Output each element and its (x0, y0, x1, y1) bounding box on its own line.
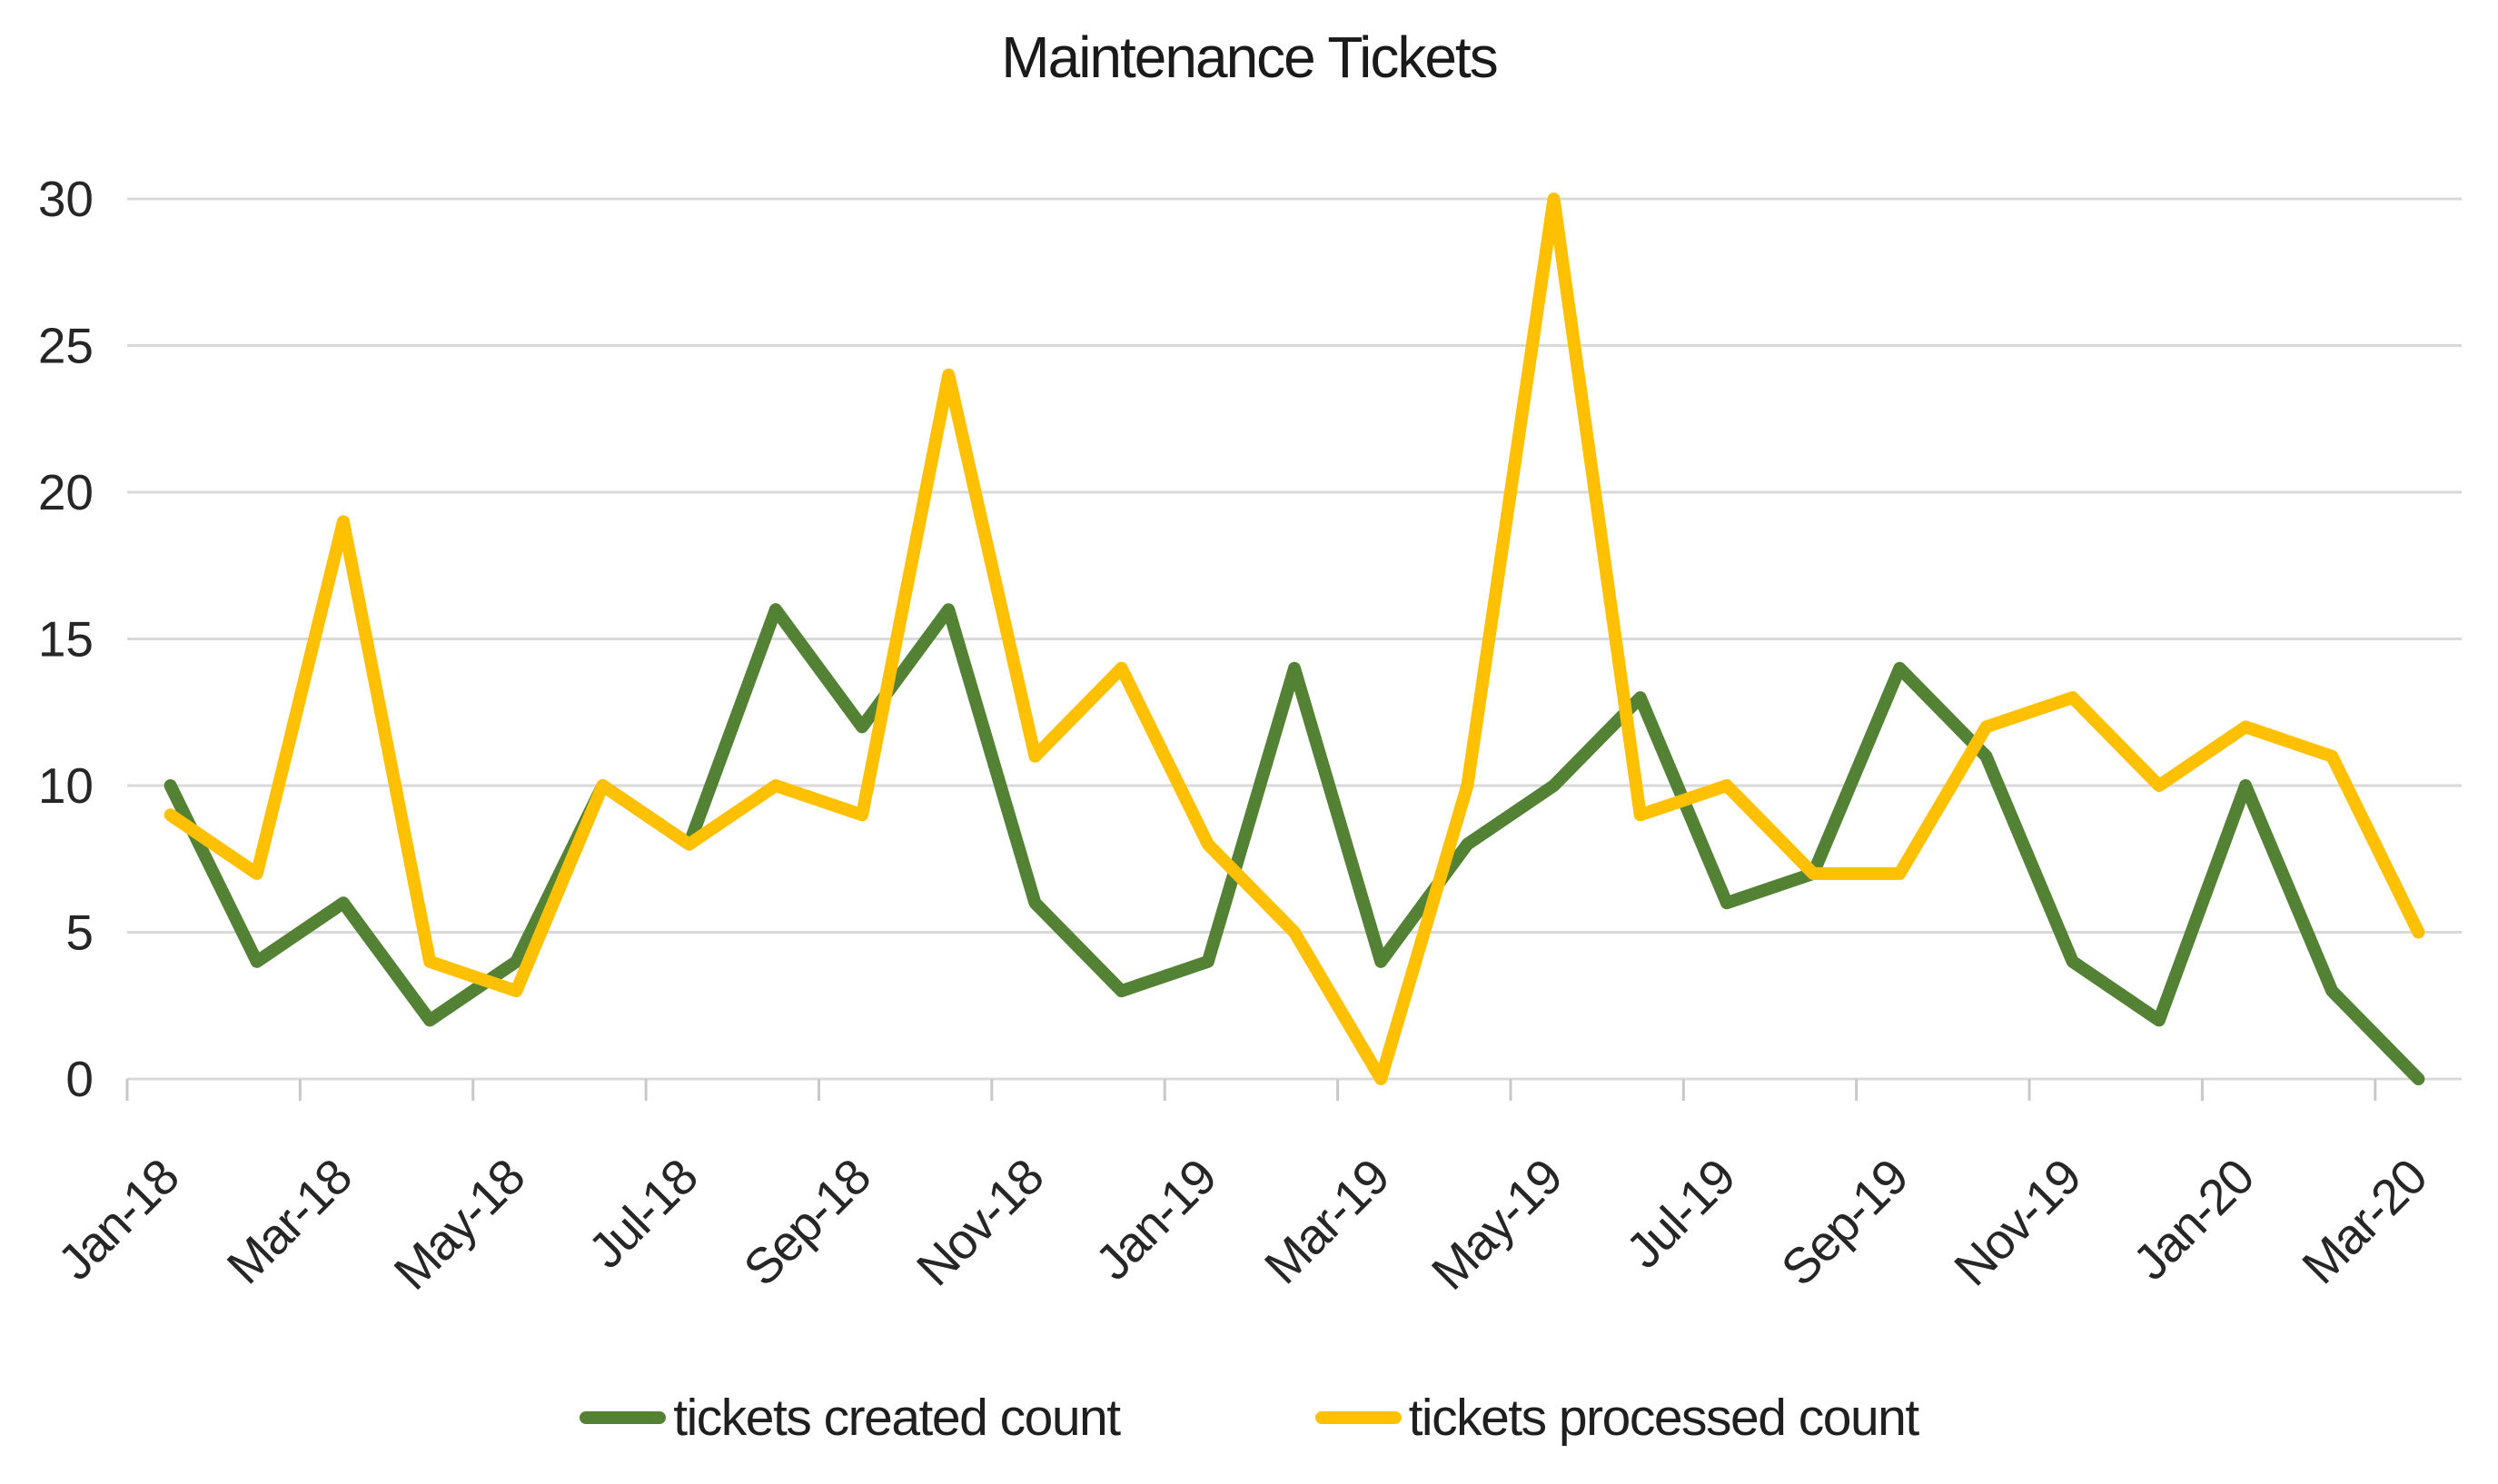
y-axis-tick-label: 10 (38, 757, 94, 814)
y-axis-tick-label: 20 (38, 464, 94, 520)
x-axis-tick-label: Nov-19 (1943, 1149, 2091, 1297)
y-axis-tick-label: 30 (38, 171, 94, 227)
x-axis-tick-label: Jan-18 (47, 1149, 189, 1291)
x-axis-tick-label: Jul-18 (578, 1149, 708, 1279)
y-axis-tick-label: 0 (65, 1051, 94, 1107)
x-axis-tick-label: Jul-19 (1615, 1149, 1745, 1279)
x-axis-tick-label: Jan-20 (2122, 1149, 2264, 1291)
y-axis-tick-label: 15 (38, 611, 94, 668)
x-axis-tick-label: May-18 (383, 1149, 535, 1301)
series-line-created (164, 603, 2425, 1085)
y-axis-tick-label: 25 (38, 318, 94, 374)
legend-label-created: tickets created count (673, 1389, 1121, 1447)
chart-title: Maintenance Tickets (1001, 25, 1498, 90)
x-axis-tick-label: Jan-19 (1085, 1149, 1226, 1291)
x-axis-tick-label: Mar-20 (2291, 1149, 2437, 1295)
x-axis-tick-label: Mar-18 (216, 1149, 362, 1295)
legend-swatch-created (580, 1411, 667, 1424)
legend-item-processed: tickets processed count (1314, 1388, 1920, 1448)
y-axis-tick-label: 5 (65, 905, 94, 961)
legend-label-processed: tickets processed count (1408, 1389, 1920, 1447)
x-axis-tick-label: Sep-18 (733, 1149, 881, 1297)
x-axis-tick-label: Nov-18 (906, 1149, 1054, 1297)
x-axis-tick-label: Mar-19 (1254, 1149, 1400, 1295)
x-axis-tick-label: Sep-19 (1770, 1149, 1918, 1297)
legend-swatch-processed (1314, 1411, 1402, 1424)
legend-item-created: tickets created count (580, 1388, 1121, 1448)
legend: tickets created count tickets processed … (0, 1388, 2498, 1448)
x-axis-tick-label: May-19 (1421, 1149, 1572, 1301)
series-line-processed (164, 193, 2425, 1085)
